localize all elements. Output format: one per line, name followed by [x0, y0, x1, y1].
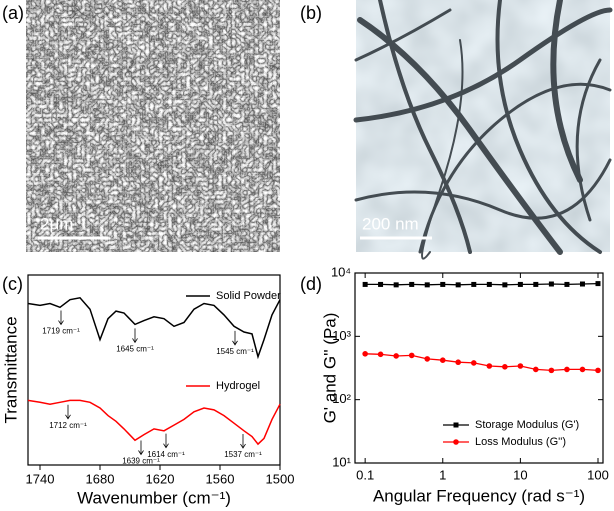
marker — [393, 353, 399, 359]
y-tick-label: 10² — [332, 391, 351, 406]
marker — [595, 367, 601, 374]
x-tick-label: 1740 — [26, 471, 55, 486]
marker — [362, 350, 368, 357]
spectrum-line — [27, 296, 281, 360]
y-tick-label: 10¹ — [332, 454, 351, 469]
annotation-label: 1719 cm⁻¹ — [42, 327, 80, 336]
marker — [579, 281, 585, 287]
sem-image — [26, 0, 280, 252]
marker — [440, 281, 446, 287]
marker — [409, 281, 415, 287]
annotation-arrowhead — [240, 443, 246, 449]
marker — [533, 281, 539, 287]
marker — [471, 281, 477, 287]
marker — [455, 359, 461, 366]
y-tick-label: 10⁴ — [331, 264, 351, 279]
annotation-arrowhead — [138, 450, 144, 456]
marker — [517, 281, 523, 287]
x-tick-label: 1 — [439, 467, 446, 482]
y-axis-title: Transmittance — [1, 316, 20, 423]
marker — [378, 281, 384, 287]
marker — [424, 356, 431, 362]
legend-marker — [453, 422, 459, 428]
annotation-arrowhead — [132, 338, 138, 344]
series-line — [365, 282, 599, 286]
x-tick-label: 1560 — [206, 471, 235, 486]
marker — [595, 281, 601, 287]
marker — [486, 363, 493, 369]
plot-frame — [354, 272, 604, 464]
spectrum-line — [27, 399, 281, 446]
marker — [579, 366, 586, 373]
y-axis-title: G' and G'' (Pa) — [320, 313, 339, 424]
marker — [486, 281, 492, 287]
marker — [564, 281, 570, 287]
marker — [548, 281, 554, 287]
legend-label: Solid Powder — [216, 290, 281, 302]
marker — [439, 357, 446, 363]
annotation-label: 1545 cm⁻¹ — [216, 347, 254, 356]
legend-label: Loss Modulus (G'') — [475, 436, 566, 448]
marker — [424, 282, 430, 288]
x-tick-label: 1620 — [146, 471, 175, 486]
legend-marker — [453, 439, 459, 445]
annotation-arrowhead — [65, 414, 71, 420]
marker — [548, 367, 555, 374]
plot-frame — [27, 274, 281, 466]
x-axis-title: Wavenumber (cm⁻¹) — [77, 488, 231, 507]
panel-label: (c) — [2, 274, 23, 294]
marker — [502, 364, 508, 370]
y-tick-label: 10³ — [332, 328, 351, 343]
panel-label: (a) — [2, 3, 24, 23]
marker — [393, 282, 399, 288]
annotation-label: 1712 cm⁻¹ — [49, 421, 87, 430]
marker — [470, 360, 477, 366]
x-tick-label: 10 — [513, 467, 527, 482]
x-tick-label: 0.1 — [356, 467, 374, 482]
annotation-label: 1614 cm⁻¹ — [147, 450, 185, 459]
series-line — [365, 353, 599, 372]
panel-label: (d) — [300, 274, 322, 294]
x-tick-label: 1500 — [266, 471, 295, 486]
annotation-label: 1639 cm⁻¹ — [122, 457, 160, 466]
marker — [377, 351, 384, 358]
marker — [533, 366, 539, 373]
x-axis-title: Angular Frequency (rad s⁻¹) — [373, 486, 585, 505]
marker — [517, 363, 524, 369]
annotation-label: 1645 cm⁻¹ — [116, 345, 154, 354]
annotation-arrowhead — [58, 320, 64, 326]
legend-label: Storage Modulus (G') — [475, 419, 579, 431]
scale-bar-label: 2μm — [40, 214, 73, 233]
panel-label: (b) — [300, 3, 322, 23]
marker — [455, 282, 461, 288]
marker — [408, 352, 415, 359]
legend-label: Hydrogel — [216, 380, 260, 392]
annotation-label: 1537 cm⁻¹ — [224, 450, 262, 459]
x-tick-label: 1680 — [86, 471, 115, 486]
marker — [564, 366, 570, 373]
annotation-arrowhead — [163, 443, 169, 449]
marker — [502, 282, 508, 288]
marker — [362, 281, 368, 287]
tem-image — [353, 0, 613, 260]
annotation-arrowhead — [232, 340, 238, 346]
x-tick-label: 100 — [587, 467, 609, 482]
scale-bar-label: 200 nm — [362, 214, 419, 233]
